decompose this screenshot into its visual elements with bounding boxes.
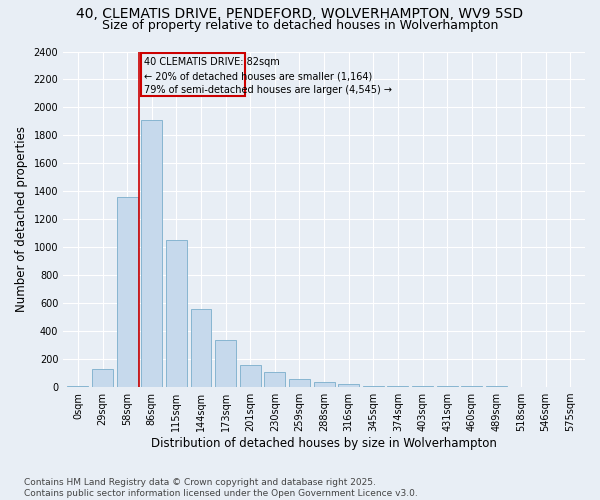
Bar — [67, 386, 88, 387]
Bar — [486, 386, 507, 387]
Bar — [363, 386, 384, 387]
Text: Contains HM Land Registry data © Crown copyright and database right 2025.
Contai: Contains HM Land Registry data © Crown c… — [24, 478, 418, 498]
Text: Size of property relative to detached houses in Wolverhampton: Size of property relative to detached ho… — [102, 19, 498, 32]
Bar — [289, 378, 310, 387]
Bar — [117, 197, 137, 387]
X-axis label: Distribution of detached houses by size in Wolverhampton: Distribution of detached houses by size … — [151, 437, 497, 450]
Bar — [461, 386, 482, 387]
Bar — [166, 240, 187, 387]
Bar — [388, 386, 409, 387]
Bar — [338, 384, 359, 387]
Bar — [215, 340, 236, 387]
Y-axis label: Number of detached properties: Number of detached properties — [15, 126, 28, 312]
Bar — [314, 382, 335, 387]
Bar — [142, 120, 162, 387]
Text: 40 CLEMATIS DRIVE: 82sqm
← 20% of detached houses are smaller (1,164)
79% of sem: 40 CLEMATIS DRIVE: 82sqm ← 20% of detach… — [145, 57, 392, 95]
Bar — [412, 386, 433, 387]
FancyBboxPatch shape — [141, 53, 245, 96]
Bar — [437, 386, 458, 387]
Bar — [191, 309, 211, 387]
Bar — [92, 369, 113, 387]
Text: 40, CLEMATIS DRIVE, PENDEFORD, WOLVERHAMPTON, WV9 5SD: 40, CLEMATIS DRIVE, PENDEFORD, WOLVERHAM… — [76, 8, 524, 22]
Bar — [265, 372, 286, 387]
Bar — [240, 364, 261, 387]
